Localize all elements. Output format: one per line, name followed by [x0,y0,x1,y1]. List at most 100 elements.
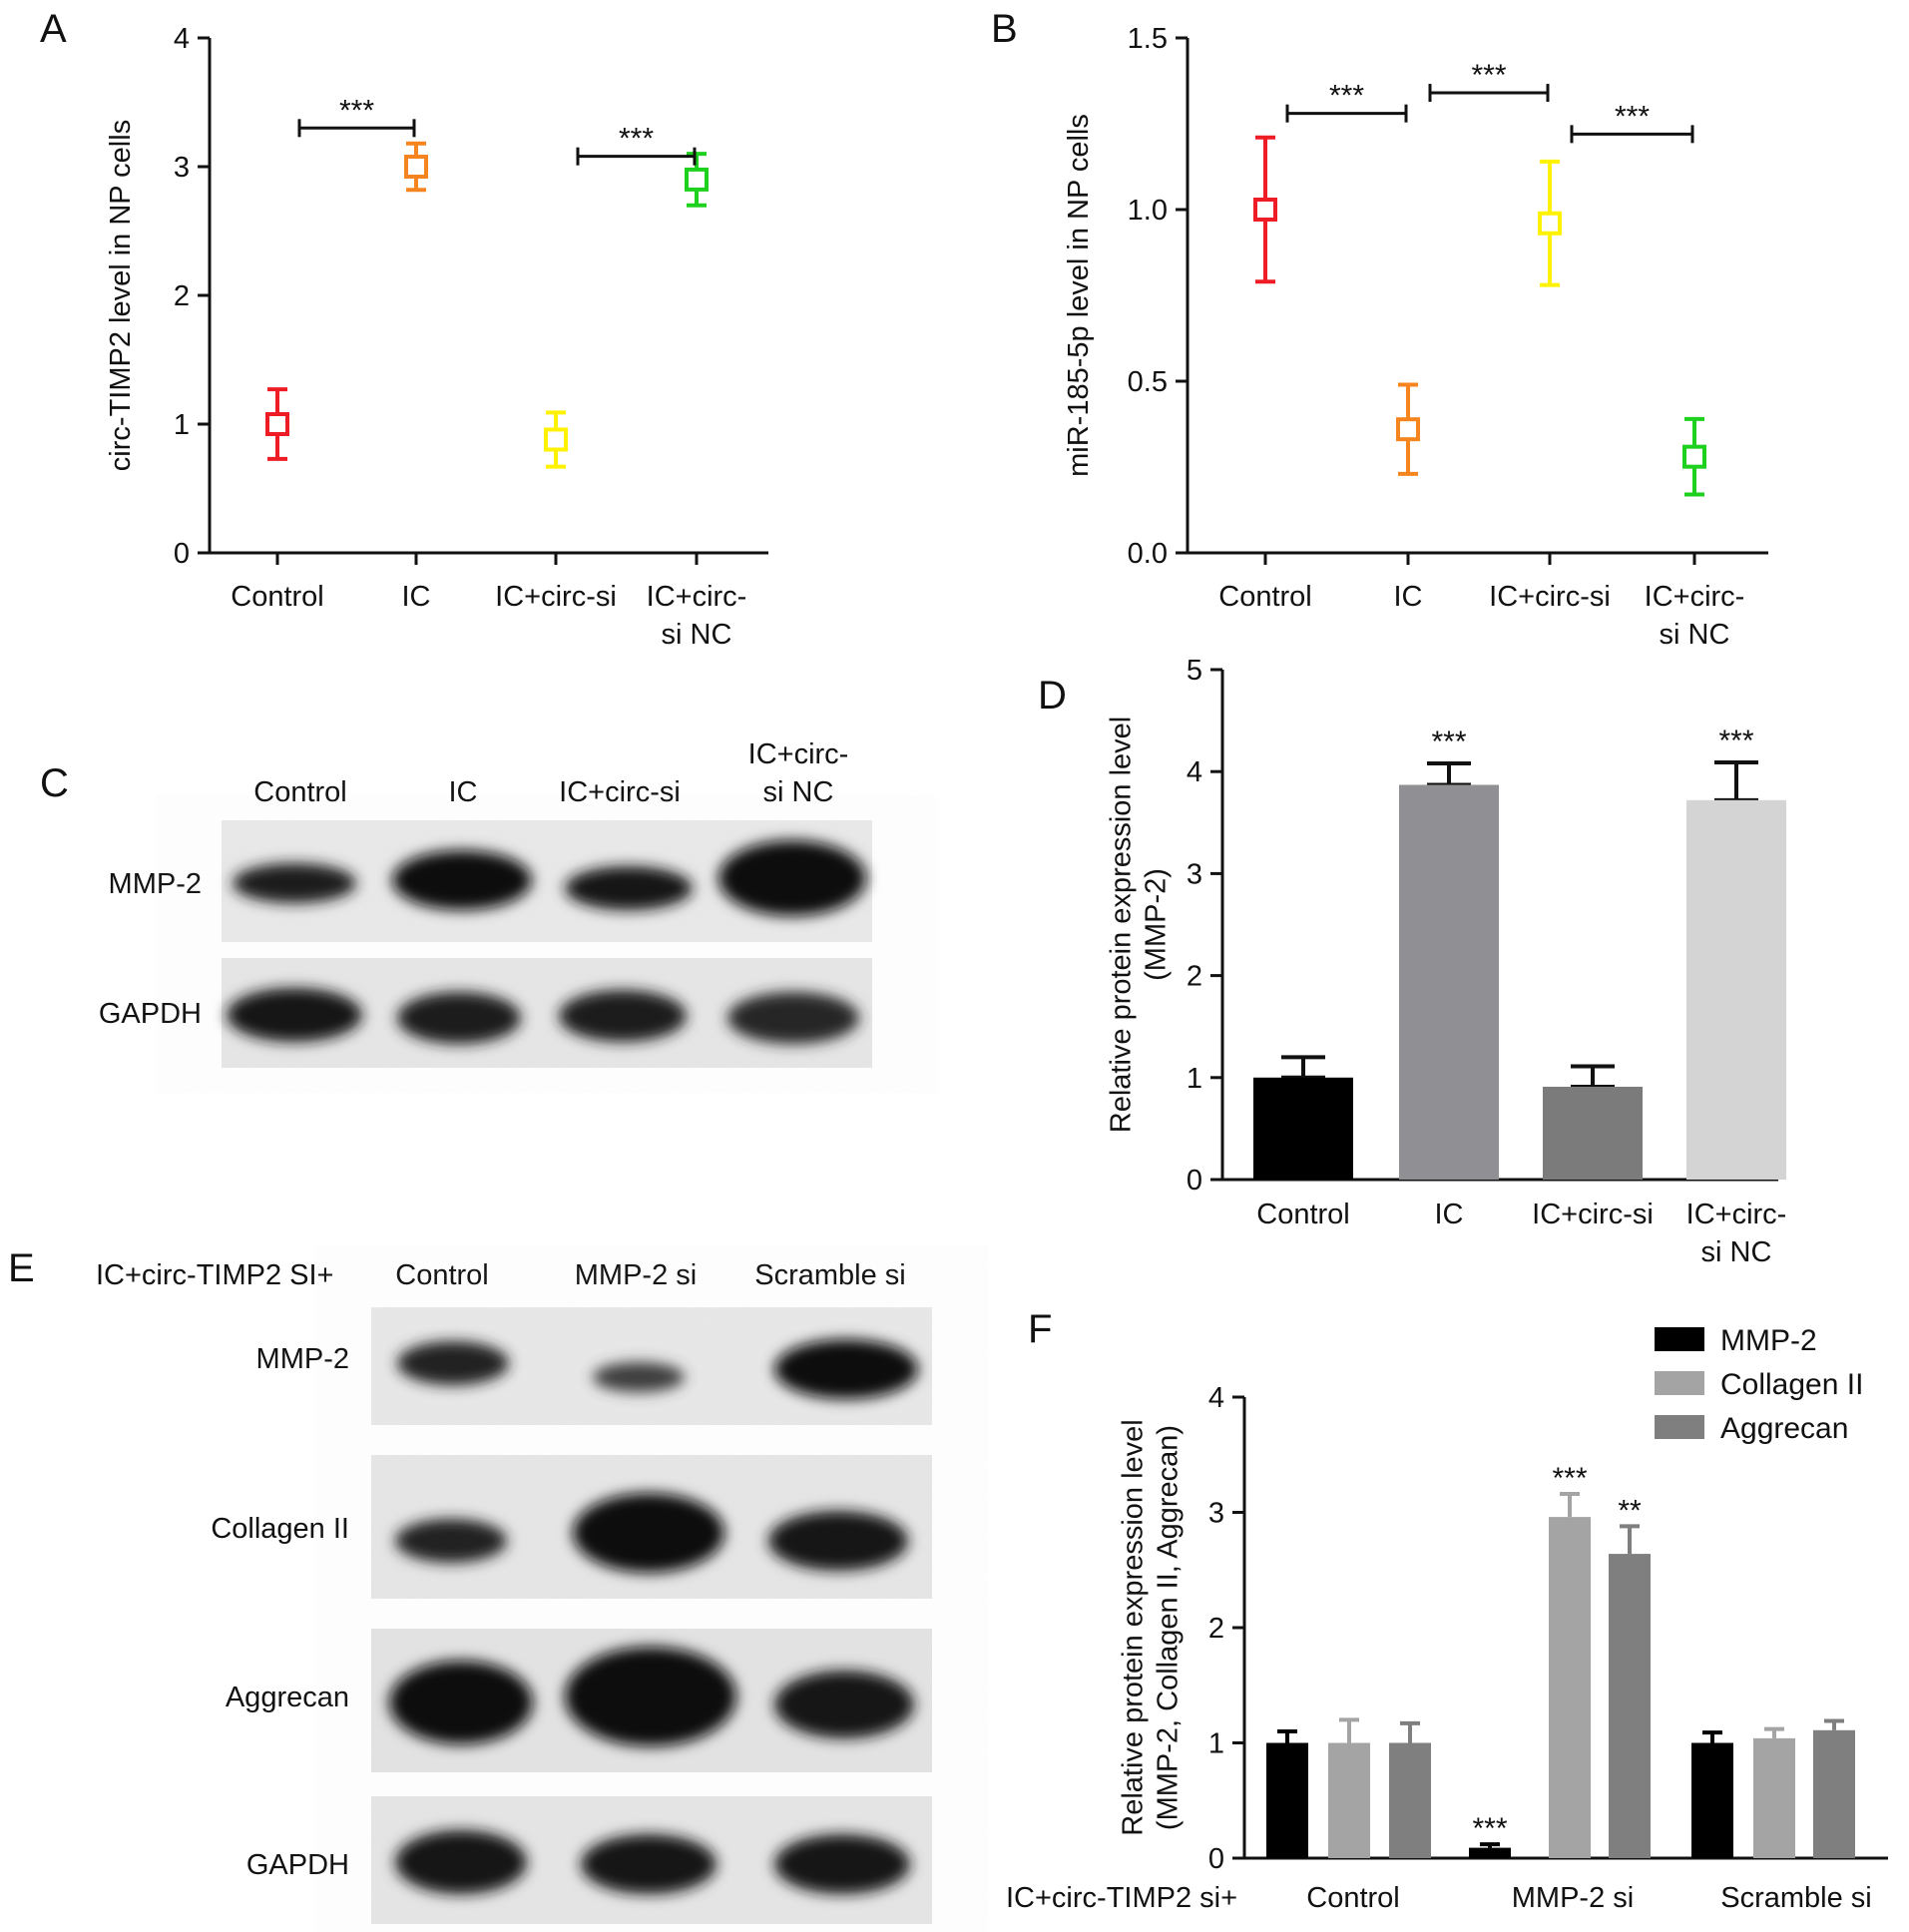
bar [1813,1729,1855,1858]
significance-label: *** [1471,59,1506,92]
legend-swatch [1655,1327,1704,1351]
legend-label: Collagen II [1720,1368,1863,1401]
x-axis-prefix: IC+circ-TIMP2 si+ [1006,1882,1237,1914]
blot-band [392,850,532,910]
y-tick-label: 1.5 [1128,23,1168,55]
y-tick-label: 1 [174,409,190,441]
data-point [685,167,709,192]
blot-band [565,866,693,910]
data-point [1538,211,1562,236]
significance-label: *** [1615,100,1650,133]
data-point [265,412,289,436]
blot-c: Control IC IC+circ-si IC+circ- si NC MMP… [99,738,872,1068]
data-point [1682,444,1706,469]
y-tick-label: 3 [174,152,190,184]
blot-e-band-label: Aggrecan [226,1682,349,1713]
chart-b: 0.0 0.5 1.0 1.5 *** *** *** miR-185-5p level in… [1063,23,1768,651]
x-tick-label: Scramble si [1720,1882,1872,1914]
bar [1543,1086,1643,1180]
significance-label: *** [1431,725,1466,758]
significance-label: *** [1552,1462,1587,1495]
blot-c-lane-label: si NC [763,776,834,808]
x-tick-label: IC [402,581,431,613]
y-tick-label: 1 [1208,1728,1224,1760]
y-axis-label: Relative protein expression level(MMP-2) [1106,717,1173,1134]
blot-c-lane-label: IC [449,776,478,808]
x-tick-label: si NC [1660,619,1730,651]
blot-band [718,840,866,916]
blot-e-band-label: GAPDH [246,1849,349,1881]
blot-c-band-label: MMP-2 [109,868,202,900]
x-tick-label: IC [1394,581,1423,613]
blot-e-lane-label: Control [395,1259,489,1291]
blot-band [593,1362,685,1392]
bar [1686,799,1786,1180]
blot-band [774,1671,914,1738]
x-tick-label: IC+circ- [1686,1199,1787,1230]
bar [1328,1742,1370,1858]
bar [1389,1742,1431,1858]
blot-band [389,1661,533,1744]
x-tick-label: si NC [662,619,732,651]
bar [1691,1742,1733,1858]
blot-c-lane-label: Control [253,776,347,808]
panel-label-c: C [40,761,69,805]
blot-band [573,1493,724,1573]
data-point [404,155,428,179]
panel-label-f: F [1028,1307,1052,1351]
x-tick-label: IC+circ- [647,581,747,613]
blot-band [559,990,687,1042]
bar [1469,1847,1511,1858]
blot-e-lane-label: Scramble si [754,1259,906,1291]
x-tick-label: IC+circ-si [1532,1199,1654,1230]
y-axis-label: Relative protein expression level(MMP-2,… [1118,1419,1185,1836]
blot-e-band-label: Collagen II [211,1513,349,1545]
legend-swatch [1655,1371,1704,1395]
x-tick-label: si NC [1701,1236,1772,1268]
y-tick-label: 5 [1187,655,1202,687]
chart-a: 0 1 2 3 4 *** *** circ-TIMP2 level in NP cells C… [105,23,768,651]
y-tick-label: 2 [1187,961,1202,993]
blot-band [565,1647,736,1746]
y-tick-label: 3 [1187,858,1202,890]
x-tick-label: MMP-2 si [1512,1882,1634,1914]
y-tick-label: 4 [1208,1382,1224,1414]
x-tick-label: Control [1218,581,1312,613]
significance-label: *** [1329,80,1364,113]
data-point [1253,198,1277,222]
panel-label-a: A [40,7,67,51]
bar [1253,1077,1353,1180]
blot-band [395,1519,507,1563]
y-tick-label: 0 [1187,1165,1202,1197]
y-axis-label: miR-185-5p level in NP cells [1063,114,1095,477]
blot-c-lane-label: IC+circ- [748,738,849,770]
blot-band [768,1511,908,1571]
blot-band [233,863,356,903]
significance-label: *** [619,123,654,156]
y-tick-label: 1.0 [1128,195,1168,227]
panel-label-b: B [991,7,1018,51]
blot-e-band-label: MMP-2 [256,1343,349,1375]
legend-swatch [1655,1415,1704,1439]
blot-e-lane-label: MMP-2 si [575,1259,697,1291]
y-axis-label: circ-TIMP2 level in NP cells [105,120,137,471]
legend-label: MMP-2 [1720,1324,1817,1357]
data-point [1396,417,1420,442]
blot-band [581,1834,716,1894]
blot-band [727,992,859,1044]
blot-c-band-label: GAPDH [99,998,202,1030]
x-tick-label: IC+circ- [1645,581,1745,613]
blot-e-prefix: IC+circ-TIMP2 SI+ [96,1259,334,1291]
blot-band [774,1339,918,1399]
blot-band [227,988,362,1042]
data-point [544,427,568,452]
y-tick-label: 0.0 [1128,538,1168,570]
bar [1549,1517,1591,1858]
y-tick-label: 1 [1187,1063,1202,1095]
panel-label-d: D [1038,674,1067,718]
significance-label: *** [339,94,374,127]
y-tick-label: 3 [1208,1498,1224,1530]
blot-band [397,992,521,1044]
